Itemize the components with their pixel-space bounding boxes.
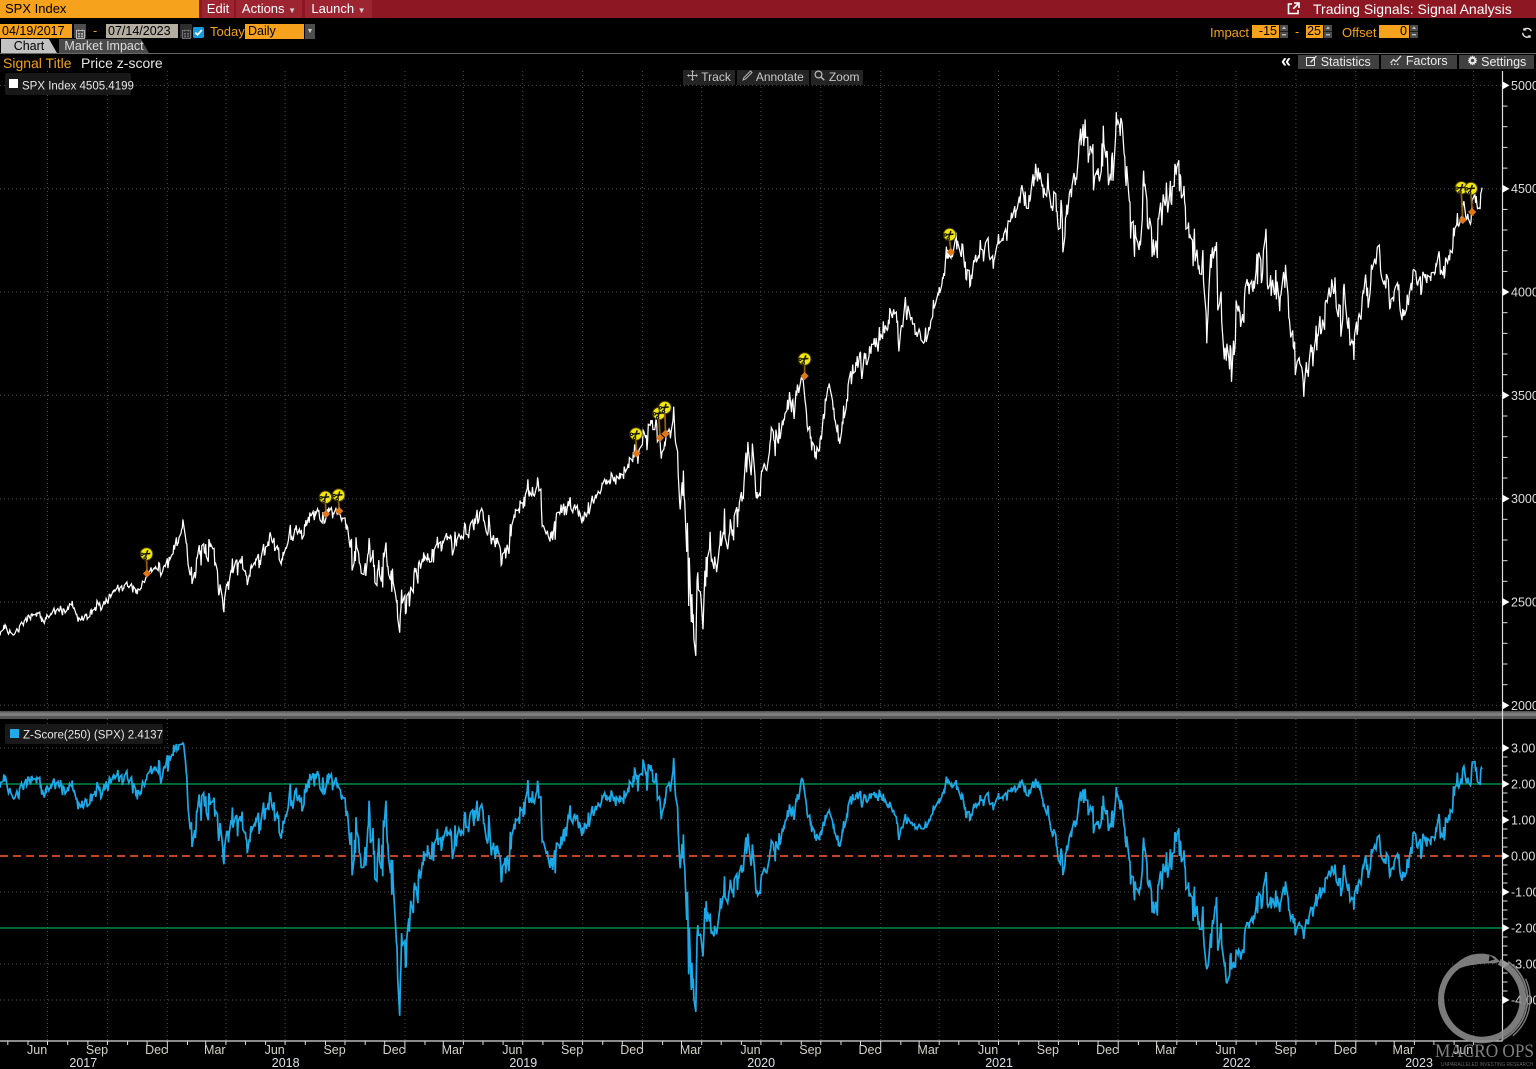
svg-text:Dec: Dec (858, 1043, 880, 1057)
svg-text:Dec: Dec (383, 1043, 405, 1057)
svg-text:3000: 3000 (1511, 492, 1536, 506)
svg-text:2019: 2019 (509, 1056, 537, 1069)
svg-text:-3.00: -3.00 (1511, 958, 1536, 972)
svg-text:Mar: Mar (680, 1043, 702, 1057)
svg-text:0.00: 0.00 (1511, 850, 1535, 864)
svg-text:Jun: Jun (27, 1043, 47, 1057)
svg-text:2022: 2022 (1223, 1056, 1251, 1069)
svg-text:2.00: 2.00 (1511, 778, 1535, 792)
svg-text:MACRO OPS: MACRO OPS (1435, 1042, 1534, 1062)
svg-text:Sep: Sep (323, 1043, 345, 1057)
svg-text:4000: 4000 (1511, 286, 1536, 300)
svg-text:Sep: Sep (799, 1043, 821, 1057)
svg-text:2500: 2500 (1511, 596, 1536, 610)
svg-text:5000: 5000 (1511, 79, 1536, 93)
svg-text:2023: 2023 (1405, 1056, 1433, 1069)
svg-text:-2.00: -2.00 (1511, 922, 1536, 936)
svg-text:-1.00: -1.00 (1511, 886, 1536, 900)
svg-text:Mar: Mar (1393, 1043, 1415, 1057)
svg-text:Mar: Mar (442, 1043, 464, 1057)
svg-text:2017: 2017 (69, 1056, 97, 1069)
svg-text:3500: 3500 (1511, 389, 1536, 403)
svg-text:Sep: Sep (86, 1043, 108, 1057)
svg-text:3.00: 3.00 (1511, 742, 1535, 756)
svg-text:2000: 2000 (1511, 699, 1536, 713)
svg-text:1.00: 1.00 (1511, 814, 1535, 828)
svg-text:Sep: Sep (561, 1043, 583, 1057)
svg-text:Dec: Dec (1334, 1043, 1356, 1057)
svg-text:Jun: Jun (265, 1043, 285, 1057)
svg-text:4500: 4500 (1511, 182, 1536, 196)
svg-text:Sep: Sep (1037, 1043, 1059, 1057)
svg-text:Dec: Dec (145, 1043, 167, 1057)
svg-text:2018: 2018 (272, 1056, 300, 1069)
svg-text:Mar: Mar (204, 1043, 226, 1057)
svg-text:Jun: Jun (1453, 1043, 1473, 1057)
svg-text:2020: 2020 (747, 1056, 775, 1069)
svg-text:SPX Index 4505.4199: SPX Index 4505.4199 (22, 81, 134, 93)
svg-text:UNPARALLELED INVESTING RESEARC: UNPARALLELED INVESTING RESEARCH (1441, 1062, 1533, 1068)
svg-text:Dec: Dec (620, 1043, 642, 1057)
svg-text:Dec: Dec (1096, 1043, 1118, 1057)
svg-text:Z-Score(250) (SPX) 2.4137: Z-Score(250) (SPX) 2.4137 (23, 730, 163, 742)
svg-text:Sep: Sep (1274, 1043, 1296, 1057)
svg-text:Jun: Jun (978, 1043, 998, 1057)
svg-text:Jun: Jun (1216, 1043, 1236, 1057)
svg-text:Jun: Jun (740, 1043, 760, 1057)
svg-text:Mar: Mar (917, 1043, 939, 1057)
svg-text:Jun: Jun (502, 1043, 522, 1057)
svg-text:2021: 2021 (985, 1056, 1013, 1069)
svg-text:Mar: Mar (1155, 1043, 1177, 1057)
